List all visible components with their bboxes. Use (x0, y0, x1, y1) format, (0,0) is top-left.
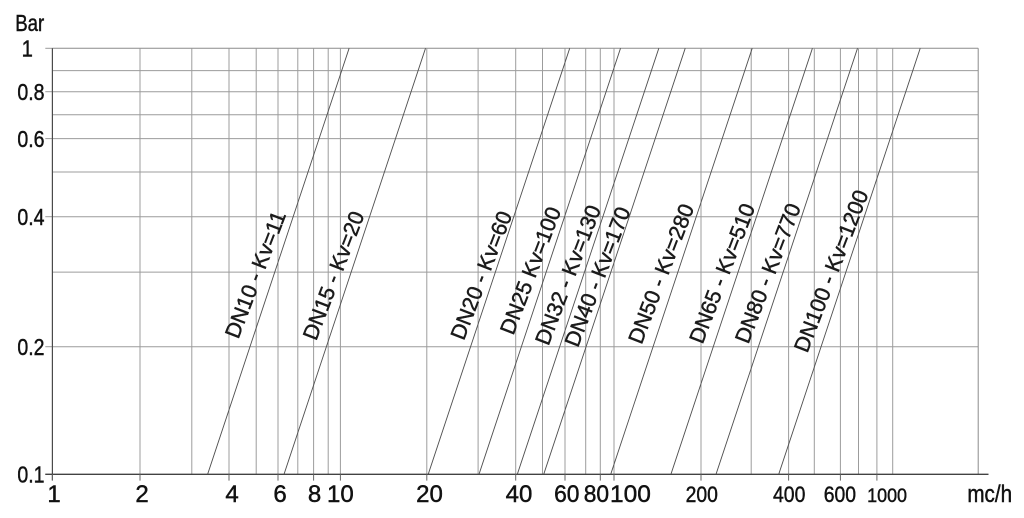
svg-text:6: 6 (273, 481, 286, 508)
svg-text:600: 600 (824, 483, 856, 507)
svg-text:mc/h: mc/h (967, 481, 1012, 508)
svg-text:0.6: 0.6 (17, 126, 44, 152)
svg-text:0.2: 0.2 (17, 334, 44, 360)
svg-text:Bar: Bar (15, 11, 44, 36)
svg-text:0.1: 0.1 (17, 462, 44, 488)
svg-text:200: 200 (686, 483, 718, 507)
svg-text:8: 8 (308, 481, 321, 508)
svg-text:1: 1 (47, 481, 60, 508)
svg-text:0.8: 0.8 (17, 79, 44, 105)
svg-text:400: 400 (773, 483, 805, 507)
svg-text:20: 20 (416, 481, 443, 508)
svg-text:1: 1 (22, 35, 33, 62)
svg-text:10: 10 (327, 481, 354, 508)
svg-text:80: 80 (584, 480, 609, 507)
svg-text:4: 4 (225, 481, 238, 508)
svg-text:1000: 1000 (867, 484, 907, 506)
svg-text:100: 100 (610, 481, 651, 508)
svg-text:40: 40 (506, 481, 533, 508)
svg-text:60: 60 (554, 480, 579, 507)
svg-text:2: 2 (135, 481, 148, 508)
svg-text:0.4: 0.4 (17, 204, 44, 230)
